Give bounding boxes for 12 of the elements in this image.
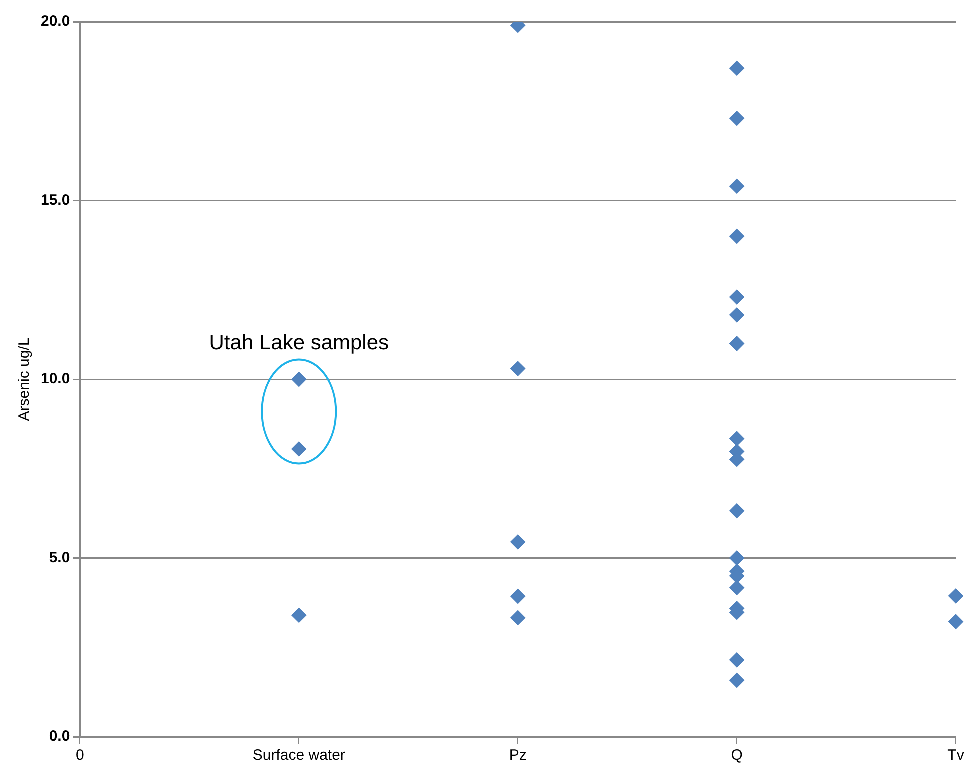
y-tick-label: 10.0 (40, 370, 70, 388)
y-tick-label: 5.0 (49, 549, 70, 566)
x-tick-label: Surface water (252, 747, 346, 764)
y-tick-label: 20.0 (40, 13, 70, 30)
y-tick-label: 0.0 (49, 728, 70, 746)
y-axis-title: Arsenic ug/L (16, 338, 34, 422)
x-tick-label: Q (731, 747, 743, 764)
x-tick-label: Tv (948, 747, 965, 764)
y-tick-label: 15.0 (40, 192, 70, 209)
x-tick-label: 0 (76, 747, 84, 764)
x-tick-label: Pz (509, 747, 527, 764)
annotation: Utah Lake samples (209, 332, 390, 355)
